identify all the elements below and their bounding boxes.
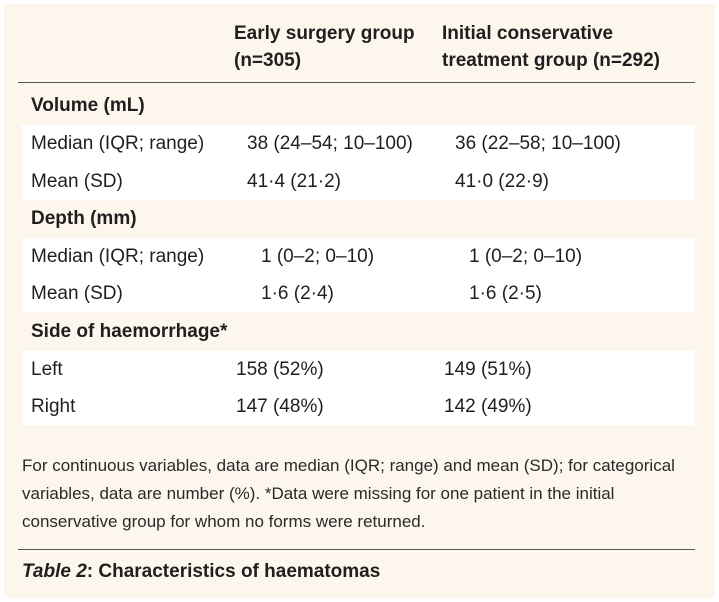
caption-text: : Characteristics of haematomas xyxy=(86,561,381,582)
section-block-volume xyxy=(22,125,695,200)
cell-conservative: 142 (49%) xyxy=(444,396,532,417)
col-header-early-line1: Early surgery group xyxy=(234,23,415,44)
col-header-conservative: Initial conservative treatment group (n=… xyxy=(442,20,660,74)
table-caption: Table 2: Characteristics of haematomas xyxy=(22,561,380,583)
col-header-early-surgery: Early surgery group (n=305) xyxy=(234,20,415,74)
cell-early: 38 (24–54; 10–100) xyxy=(247,133,413,154)
col-header-early-line2: (n=305) xyxy=(234,50,302,71)
section-title-side: Side of haemorrhage* xyxy=(31,321,228,342)
header-divider xyxy=(18,82,695,83)
row-label: Mean (SD) xyxy=(31,283,123,304)
cell-conservative: 149 (51%) xyxy=(444,359,532,380)
row-label: Median (IQR; range) xyxy=(31,133,205,154)
cell-conservative: 1·6 (2·5) xyxy=(469,283,542,304)
cell-early: 158 (52%) xyxy=(236,359,324,380)
section-block-depth xyxy=(22,238,695,312)
cell-early: 1·6 (2·4) xyxy=(261,283,334,304)
table-footnote: For continuous variables, data are media… xyxy=(22,456,675,531)
caption-divider xyxy=(18,549,695,550)
row-label: Mean (SD) xyxy=(31,171,123,192)
row-label: Right xyxy=(31,396,76,417)
caption-label: Table 2 xyxy=(22,561,87,582)
col-header-conservative-line2: treatment group (n=292) xyxy=(442,50,661,71)
cell-conservative: 1 (0–2; 0–10) xyxy=(469,246,583,267)
section-block-side xyxy=(22,351,695,425)
cell-conservative: 36 (22–58; 10–100) xyxy=(455,133,621,154)
cell-early: 147 (48%) xyxy=(236,396,324,417)
section-title-volume: Volume (mL) xyxy=(31,95,145,116)
cell-early: 41·4 (21·2) xyxy=(247,171,341,192)
cell-early: 1 (0–2; 0–10) xyxy=(261,246,375,267)
row-label: Left xyxy=(31,359,63,380)
cell-conservative: 41·0 (22·9) xyxy=(455,171,549,192)
row-label: Median (IQR; range) xyxy=(31,246,205,267)
section-title-depth: Depth (mm) xyxy=(31,208,137,229)
col-header-conservative-line1: Initial conservative xyxy=(442,23,614,44)
